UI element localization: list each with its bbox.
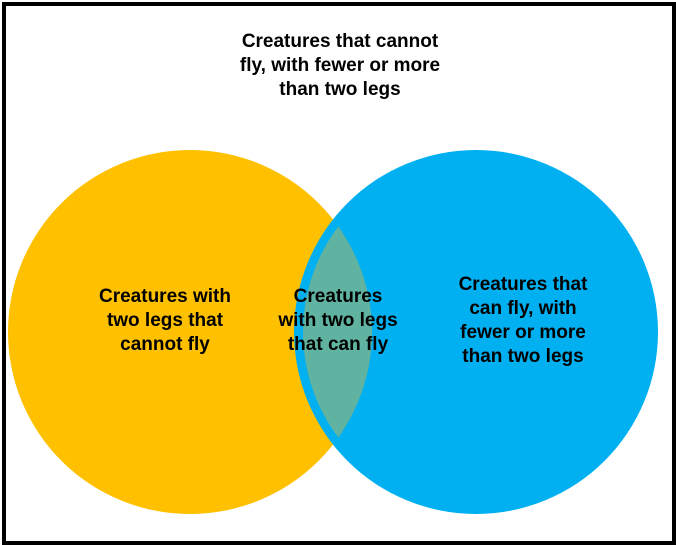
right-circle [294,150,658,514]
left-circle [8,150,372,514]
outside-label: Creatures that cannot fly, with fewer or… [239,31,441,100]
left-circle-label: Creatures with two legs that cannot fly [99,286,231,355]
overlap-label: Creatures with two legs that can fly [278,286,398,355]
right-circle-label: Creatures that can fly, with fewer or mo… [458,274,588,367]
